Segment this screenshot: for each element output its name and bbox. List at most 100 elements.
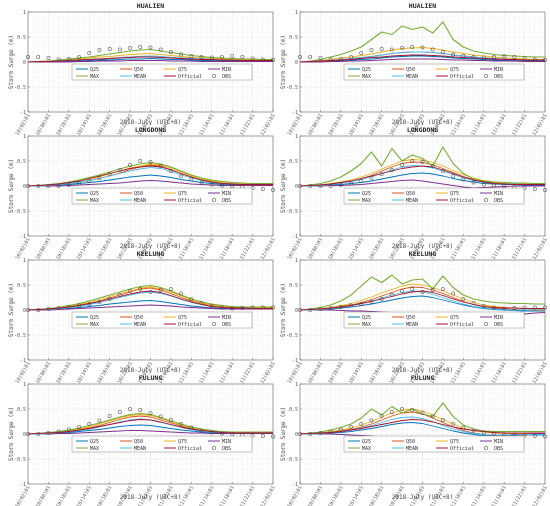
x-tick-label: 11(22)01 bbox=[511, 237, 528, 261]
obs-point bbox=[461, 425, 466, 430]
obs-point bbox=[56, 306, 61, 310]
obs-point bbox=[430, 288, 435, 292]
obs-point bbox=[318, 307, 323, 311]
x-tick-label: 10(10)01 bbox=[327, 113, 344, 137]
obs-point bbox=[66, 183, 71, 187]
x-axis-label: 2018-July (UTC+8) bbox=[120, 367, 181, 374]
obs-point bbox=[400, 163, 404, 167]
legend: Q25 Q50 Q75 MIN MAX MEAN Official OBS bbox=[71, 311, 253, 329]
obs-point bbox=[230, 306, 235, 311]
x-tick-label: 10(06)01 bbox=[35, 237, 52, 261]
obs-point bbox=[532, 57, 537, 62]
legend-label: OBS bbox=[222, 446, 231, 452]
legend-box bbox=[343, 187, 525, 205]
legend-box bbox=[71, 311, 253, 329]
legend-label: MIN bbox=[222, 67, 231, 73]
obs-point bbox=[461, 177, 466, 182]
obs-point bbox=[46, 184, 51, 188]
x-axis-label: 2018-July (UTC+8) bbox=[120, 119, 181, 126]
series-group bbox=[298, 274, 547, 321]
obs-point bbox=[410, 159, 415, 163]
legend-label: MAX bbox=[90, 446, 99, 452]
y-tick-label: -1 bbox=[292, 482, 298, 488]
x-tick-label: 11(14)01 bbox=[470, 361, 487, 385]
series-line-q50 bbox=[299, 286, 545, 311]
obs-point bbox=[97, 176, 102, 180]
obs-point bbox=[77, 55, 81, 59]
obs-point bbox=[66, 427, 71, 432]
y-tick-label: 0 bbox=[295, 308, 298, 314]
x-tick-label: 11(22)01 bbox=[511, 361, 528, 385]
x-tick-label: 11(18)01 bbox=[491, 485, 508, 506]
x-tick-label: 11(18)01 bbox=[219, 237, 236, 261]
obs-point bbox=[250, 305, 255, 310]
legend-label: Official bbox=[178, 446, 202, 452]
x-tick-label: 10(18)01 bbox=[96, 237, 113, 261]
series-line-official bbox=[27, 419, 273, 435]
x-tick-label: 11(22)01 bbox=[239, 485, 256, 506]
legend-label: MAX bbox=[362, 74, 371, 80]
legend-label: OBS bbox=[494, 446, 503, 452]
obs-point bbox=[349, 303, 353, 308]
y-axis-label: Storm Surge (m) bbox=[280, 159, 287, 213]
y-tick-label: 1 bbox=[295, 258, 298, 264]
obs-point bbox=[240, 306, 245, 310]
x-tick-label: 10(10)01 bbox=[327, 485, 344, 506]
obs-point bbox=[97, 48, 102, 52]
obs-point bbox=[66, 57, 71, 61]
obs-point bbox=[359, 51, 364, 55]
x-axis-label: 2018-July (UTC+8) bbox=[120, 494, 181, 501]
series-group bbox=[298, 146, 547, 192]
y-tick-label: -0.5 bbox=[14, 85, 26, 91]
obs-point bbox=[169, 50, 173, 54]
obs-point bbox=[36, 308, 41, 312]
y-tick-label: 0 bbox=[295, 184, 298, 190]
obs-point bbox=[250, 433, 255, 438]
legend-label: MEAN bbox=[134, 74, 146, 80]
obs-point bbox=[379, 172, 384, 176]
legend-label: Q25 bbox=[90, 315, 99, 321]
obs-point bbox=[308, 308, 313, 312]
obs-point bbox=[338, 427, 343, 432]
chart-title: LONGDONG bbox=[407, 126, 438, 134]
obs-point bbox=[128, 46, 132, 50]
y-tick-label: 0.5 bbox=[17, 283, 26, 289]
x-tick-label: 12(02)01 bbox=[531, 237, 548, 261]
obs-point bbox=[543, 188, 547, 192]
y-tick-label: 0.5 bbox=[289, 283, 298, 289]
obs-point bbox=[441, 418, 445, 422]
y-tick-label: 0.5 bbox=[17, 407, 26, 413]
obs-point bbox=[97, 418, 102, 423]
y-tick-label: 0 bbox=[23, 184, 26, 190]
y-axis-label: Storm Surge (m) bbox=[8, 159, 15, 213]
obs-point bbox=[189, 54, 194, 58]
x-tick-label: 10(18)01 bbox=[96, 361, 113, 385]
obs-point bbox=[430, 47, 435, 52]
obs-point bbox=[379, 414, 384, 418]
obs-point bbox=[328, 184, 333, 188]
chart-title: FULUNG bbox=[411, 374, 435, 382]
series-line-max bbox=[299, 146, 545, 187]
obs-point bbox=[369, 418, 374, 423]
y-axis-label: Storm Surge (m) bbox=[280, 35, 287, 89]
y-tick-label: 0 bbox=[295, 432, 298, 438]
x-axis-label: 2018-July (UTC+8) bbox=[392, 367, 453, 374]
series-line-min bbox=[300, 58, 545, 63]
legend: Q25 Q50 Q75 MIN MAX MEAN Official OBS bbox=[343, 187, 525, 205]
y-tick-label: -1 bbox=[292, 110, 298, 116]
obs-point bbox=[158, 164, 163, 168]
legend-label: Q50 bbox=[134, 67, 143, 73]
y-axis-label: Storm Surge (m) bbox=[8, 407, 15, 461]
legend-label: MEAN bbox=[406, 446, 418, 452]
y-tick-label: -0.5 bbox=[286, 209, 298, 215]
obs-point bbox=[522, 433, 527, 438]
legend-box bbox=[343, 311, 525, 329]
obs-point bbox=[420, 290, 425, 294]
obs-point bbox=[543, 58, 547, 62]
obs-point bbox=[118, 47, 122, 52]
x-tick-label: 11(18)01 bbox=[491, 361, 508, 385]
legend-box bbox=[343, 63, 525, 81]
obs-point bbox=[492, 305, 496, 310]
